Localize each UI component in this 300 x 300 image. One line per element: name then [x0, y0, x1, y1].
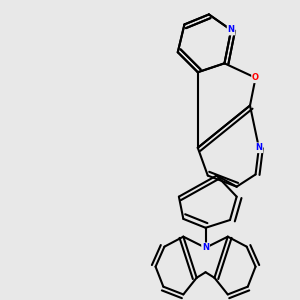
Text: N: N: [255, 143, 262, 152]
Text: N: N: [202, 243, 209, 252]
Text: N: N: [228, 26, 235, 34]
Text: O: O: [252, 73, 259, 82]
